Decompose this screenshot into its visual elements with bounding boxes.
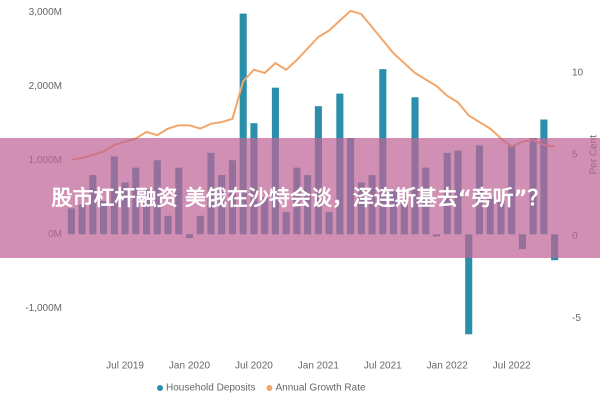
x-tick-label: Jul 2019 xyxy=(106,361,144,372)
legend-label: Annual Growth Rate xyxy=(276,383,366,394)
x-tick-label: Jan 2020 xyxy=(169,361,211,372)
legend-marker xyxy=(157,385,163,391)
x-tick-label: Jul 2022 xyxy=(493,361,531,372)
y2-tick-label: 10 xyxy=(572,68,584,79)
x-tick-label: Jul 2021 xyxy=(364,361,402,372)
x-tick-label: Jan 2022 xyxy=(427,361,469,372)
y-tick-label: -1,000M xyxy=(25,303,62,314)
bar xyxy=(239,13,247,235)
banner: 股市杠杆融资 美俄在沙特会谈，泽连斯基去“旁听”？ xyxy=(0,138,600,258)
headline: 股市杠杆融资 美俄在沙特会谈，泽连斯基去“旁听”？ xyxy=(51,186,549,210)
bar xyxy=(465,234,473,335)
legend-label: Household Deposits xyxy=(166,383,256,394)
y2-tick-label: -5 xyxy=(572,313,581,324)
y-tick-label: 2,000M xyxy=(29,81,62,92)
line xyxy=(71,9,555,161)
y-tick-label: 3,000M xyxy=(29,7,62,18)
x-tick-label: Jan 2021 xyxy=(298,361,340,372)
x-tick-label: Jul 2020 xyxy=(235,361,273,372)
legend-marker xyxy=(266,385,273,391)
